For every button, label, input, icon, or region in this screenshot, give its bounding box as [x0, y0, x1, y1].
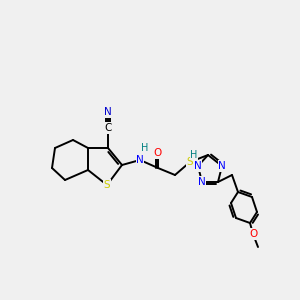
Text: H: H: [141, 143, 149, 153]
Text: N: N: [194, 161, 202, 171]
Text: N: N: [104, 107, 112, 117]
Text: O: O: [154, 148, 162, 158]
Text: S: S: [104, 180, 110, 190]
Text: N: N: [198, 177, 206, 187]
Text: H: H: [190, 150, 198, 160]
Text: C: C: [104, 123, 112, 133]
Text: S: S: [187, 157, 193, 167]
Text: N: N: [136, 155, 144, 165]
Text: N: N: [218, 161, 226, 171]
Text: O: O: [249, 229, 257, 239]
